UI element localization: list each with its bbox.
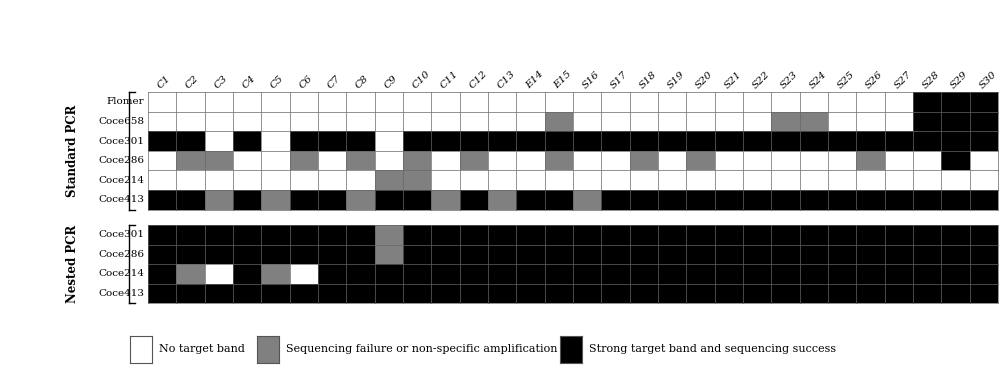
Text: C12: C12	[467, 69, 489, 90]
Text: Coce658: Coce658	[98, 117, 144, 126]
Text: Flomer: Flomer	[106, 98, 144, 106]
Text: S27: S27	[892, 70, 913, 90]
Text: E14: E14	[524, 69, 545, 90]
Text: C13: C13	[496, 69, 517, 90]
Text: S24: S24	[807, 70, 828, 90]
Text: S21: S21	[722, 70, 743, 90]
Text: E15: E15	[552, 69, 574, 90]
Text: C7: C7	[326, 73, 343, 90]
Text: S22: S22	[751, 70, 772, 90]
Text: C3: C3	[212, 73, 229, 90]
Text: S30: S30	[977, 70, 998, 90]
Text: C2: C2	[184, 73, 201, 90]
Text: C8: C8	[354, 73, 371, 90]
Text: C10: C10	[411, 69, 432, 90]
Text: C9: C9	[382, 73, 399, 90]
Text: S29: S29	[949, 70, 970, 90]
Text: No target band: No target band	[159, 344, 245, 354]
Text: C5: C5	[269, 73, 286, 90]
Text: S17: S17	[609, 70, 630, 90]
Text: S20: S20	[694, 70, 715, 90]
Text: Coce413: Coce413	[98, 289, 144, 298]
Text: Sequencing failure or non-specific amplification: Sequencing failure or non-specific ampli…	[286, 344, 557, 354]
Text: C11: C11	[439, 69, 461, 90]
Text: C4: C4	[241, 73, 258, 90]
Text: Coce286: Coce286	[98, 156, 144, 165]
Text: S23: S23	[779, 70, 800, 90]
Text: Coce413: Coce413	[98, 195, 144, 204]
Text: Coce214: Coce214	[98, 176, 144, 185]
Text: Coce301: Coce301	[98, 230, 144, 239]
Text: S25: S25	[836, 70, 857, 90]
Text: S28: S28	[921, 70, 942, 90]
Text: S18: S18	[637, 70, 658, 90]
Text: Strong target band and sequencing success: Strong target band and sequencing succes…	[589, 344, 837, 354]
Text: S16: S16	[581, 70, 602, 90]
Text: Nested PCR: Nested PCR	[66, 225, 80, 303]
Text: S19: S19	[666, 70, 687, 90]
Text: C6: C6	[297, 73, 314, 90]
Text: S26: S26	[864, 70, 885, 90]
Text: Standard PCR: Standard PCR	[66, 105, 80, 197]
Text: C1: C1	[156, 73, 173, 90]
Text: Coce301: Coce301	[98, 137, 144, 146]
Text: Coce286: Coce286	[98, 250, 144, 259]
Text: Coce214: Coce214	[98, 270, 144, 278]
